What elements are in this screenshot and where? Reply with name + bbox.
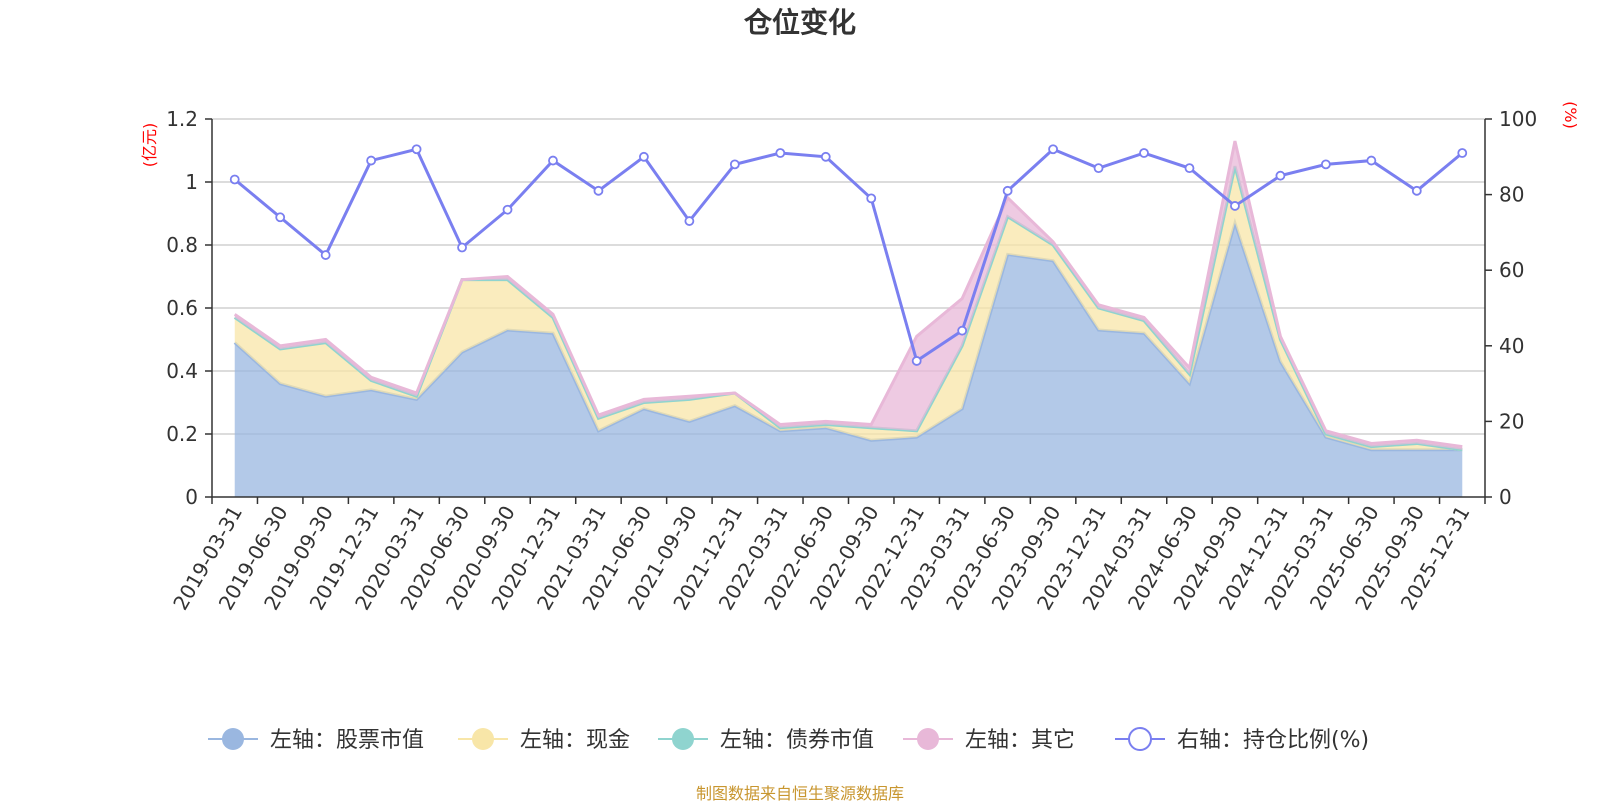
left-tick-label: 0.2 bbox=[166, 422, 198, 446]
legend-marker bbox=[472, 728, 494, 750]
right-tick-label: 80 bbox=[1499, 183, 1524, 207]
area-edge-左轴：其它 bbox=[233, 140, 1463, 449]
ratio-point bbox=[1048, 144, 1058, 155]
legend-item: 右轴：持仓比例(%) bbox=[1115, 727, 1369, 753]
ratio-point bbox=[1093, 163, 1104, 174]
legend-label: 左轴：其它 bbox=[965, 728, 1075, 753]
right-tick-label: 60 bbox=[1499, 258, 1524, 282]
ratio-point bbox=[684, 216, 695, 226]
legend: 左轴：股票市值 左轴：现金 左轴：债券市值 左轴：其它 右轴：持仓比例(%) bbox=[208, 727, 1369, 753]
ratio-point bbox=[320, 250, 331, 260]
left-tick-label: 1.2 bbox=[166, 107, 198, 131]
legend-item: 左轴：股票市值 bbox=[208, 728, 424, 753]
ratio-point bbox=[1139, 148, 1149, 158]
stacked-areas bbox=[233, 140, 1463, 497]
ratio-point bbox=[1002, 185, 1013, 196]
left-unit-label: (亿元) bbox=[140, 123, 159, 168]
ratio-point bbox=[729, 159, 740, 170]
position-ratio-line bbox=[229, 144, 1468, 366]
ratio-point bbox=[1184, 163, 1195, 174]
ratio-point bbox=[1320, 159, 1331, 170]
ratio-point bbox=[775, 148, 786, 158]
ratio-point bbox=[411, 144, 422, 155]
axes bbox=[205, 118, 1492, 504]
area-左轴：股票市值 bbox=[234, 222, 1463, 497]
right-tick-label: 0 bbox=[1499, 485, 1512, 509]
ratio-point bbox=[639, 151, 649, 162]
right-tick-label: 100 bbox=[1499, 107, 1537, 131]
ratio-point bbox=[502, 204, 513, 215]
legend-label: 左轴：股票市值 bbox=[270, 728, 424, 753]
legend-label: 左轴：债券市值 bbox=[720, 728, 874, 753]
ratio-point bbox=[866, 193, 877, 204]
ratio-point bbox=[366, 155, 377, 166]
ratio-point bbox=[957, 325, 968, 336]
left-tick-label: 0.4 bbox=[166, 359, 198, 383]
legend-marker bbox=[672, 728, 694, 750]
legend-marker bbox=[1128, 727, 1152, 751]
legend-label: 左轴：现金 bbox=[520, 728, 630, 753]
left-tick-label: 0.6 bbox=[166, 296, 198, 320]
ratio-line-path bbox=[233, 147, 1464, 364]
chart-title: 仓位变化 bbox=[744, 6, 856, 39]
right-tick-label: 20 bbox=[1499, 409, 1524, 433]
legend-item: 左轴：债券市值 bbox=[658, 728, 874, 753]
ratio-point bbox=[457, 242, 467, 253]
ratio-point bbox=[1230, 201, 1240, 211]
legend-marker bbox=[917, 728, 939, 750]
ratio-point bbox=[820, 151, 831, 162]
legend-item: 左轴：其它 bbox=[903, 728, 1075, 753]
ratio-point bbox=[275, 212, 286, 223]
area-左轴：现金 bbox=[234, 166, 1463, 450]
legend-label: 右轴：持仓比例(%) bbox=[1177, 728, 1369, 753]
ratio-point bbox=[1457, 148, 1468, 158]
ratio-point bbox=[1366, 155, 1377, 166]
ratio-point bbox=[1411, 185, 1422, 196]
ratio-point bbox=[911, 356, 922, 366]
legend-marker bbox=[222, 728, 244, 750]
left-tick-label: 0 bbox=[185, 485, 198, 509]
left-tick-label: 0.8 bbox=[166, 233, 198, 257]
right-unit-label: (%) bbox=[1561, 101, 1580, 129]
tick-labels: 00.20.40.60.811.20204060801002019-03-312… bbox=[166, 107, 1537, 614]
ratio-point bbox=[1275, 170, 1286, 181]
ratio-point bbox=[593, 185, 604, 196]
left-tick-label: 1 bbox=[185, 170, 198, 194]
ratio-point bbox=[548, 155, 558, 166]
right-tick-label: 40 bbox=[1499, 334, 1524, 358]
ratio-point bbox=[229, 174, 240, 185]
legend-item: 左轴：现金 bbox=[458, 728, 630, 753]
data-source-note: 制图数据来自恒生聚源数据库 bbox=[695, 784, 904, 803]
